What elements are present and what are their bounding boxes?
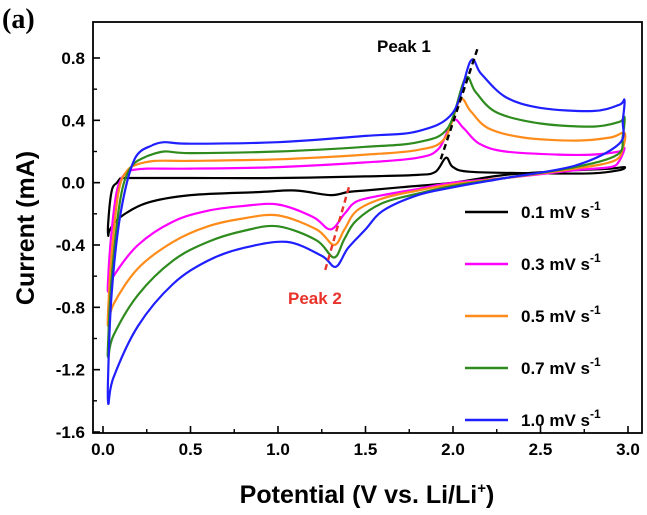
y-tick-label: -1.2 — [56, 361, 85, 380]
x-tick-label: 2.5 — [529, 440, 553, 459]
peak-2-label: Peak 2 — [288, 289, 342, 308]
y-axis-title-text: Current (mA) — [12, 151, 40, 305]
y-tick-label: 0.8 — [61, 49, 85, 68]
legend-label: 1.0 mV s-1 — [521, 407, 601, 430]
y-axis-title: Current (mA) — [12, 151, 40, 305]
plot-frame — [92, 21, 643, 434]
legend-label: 0.3 mV s-1 — [521, 251, 601, 274]
x-tick-label: 1.0 — [266, 440, 290, 459]
legend-label: 0.5 mV s-1 — [521, 303, 601, 326]
legend-label: 0.1 mV s-1 — [521, 199, 601, 222]
x-axis-ticks: 0.0 0.5 1.0 1.5 2.0 2.5 3.0 — [91, 426, 640, 459]
y-axis-ticks: 0.8 0.4 0.0 -0.4 -0.8 -1.2 -1.6 — [56, 49, 100, 442]
legend: 0.1 mV s-1 0.3 mV s-1 0.5 mV s-1 0.7 mV s-1… — [465, 199, 601, 430]
y-tick-label: -0.8 — [56, 298, 85, 317]
x-tick-label: 2.0 — [441, 440, 465, 459]
cv-curves — [106, 58, 627, 406]
x-tick-label: 0.0 — [91, 440, 115, 459]
x-axis-title: Potential (V vs. Li/Li+) — [240, 480, 495, 509]
cv-curve-5 — [106, 58, 626, 406]
y-tick-label: -1.6 — [56, 423, 85, 442]
panel-label: (a) — [2, 4, 35, 35]
peak-guides — [324, 48, 479, 271]
y-tick-label: 0.4 — [61, 111, 85, 130]
x-axis-title-tail: ) — [486, 481, 494, 509]
peak-1-label: Peak 1 — [377, 37, 431, 56]
x-tick-label: 3.0 — [616, 440, 640, 459]
x-axis-title-sup: + — [477, 480, 486, 497]
cv-curve-3 — [106, 97, 627, 328]
x-tick-label: 1.5 — [354, 440, 378, 459]
legend-label: 0.7 mV s-1 — [521, 355, 601, 378]
cv-curve-4 — [106, 75, 626, 359]
peak-1-guide — [439, 48, 479, 160]
y-tick-label: 0.0 — [61, 174, 85, 193]
x-tick-label: 0.5 — [179, 440, 203, 459]
peak-2-guide — [324, 183, 351, 271]
y-tick-label: -0.4 — [56, 236, 86, 255]
plot-area: 0.0 0.5 1.0 1.5 2.0 2.5 3.0 0.8 0.4 0.0 -0.4 -0.8 -… — [56, 21, 643, 459]
x-axis-title-text: Potential (V vs. Li/Li — [240, 481, 478, 509]
